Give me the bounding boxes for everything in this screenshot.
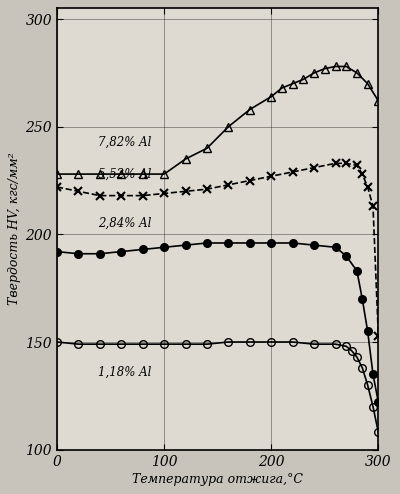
Text: 5,52% Al: 5,52% Al (98, 167, 151, 181)
X-axis label: Температура отжига,°C: Температура отжига,°C (132, 473, 303, 486)
Text: 1,18% Al: 1,18% Al (98, 366, 151, 378)
Text: 2,84% Al: 2,84% Al (98, 217, 151, 230)
Y-axis label: Твердость HV, кгс/мм²: Твердость HV, кгс/мм² (8, 153, 21, 305)
Text: 7,82% Al: 7,82% Al (98, 135, 151, 148)
